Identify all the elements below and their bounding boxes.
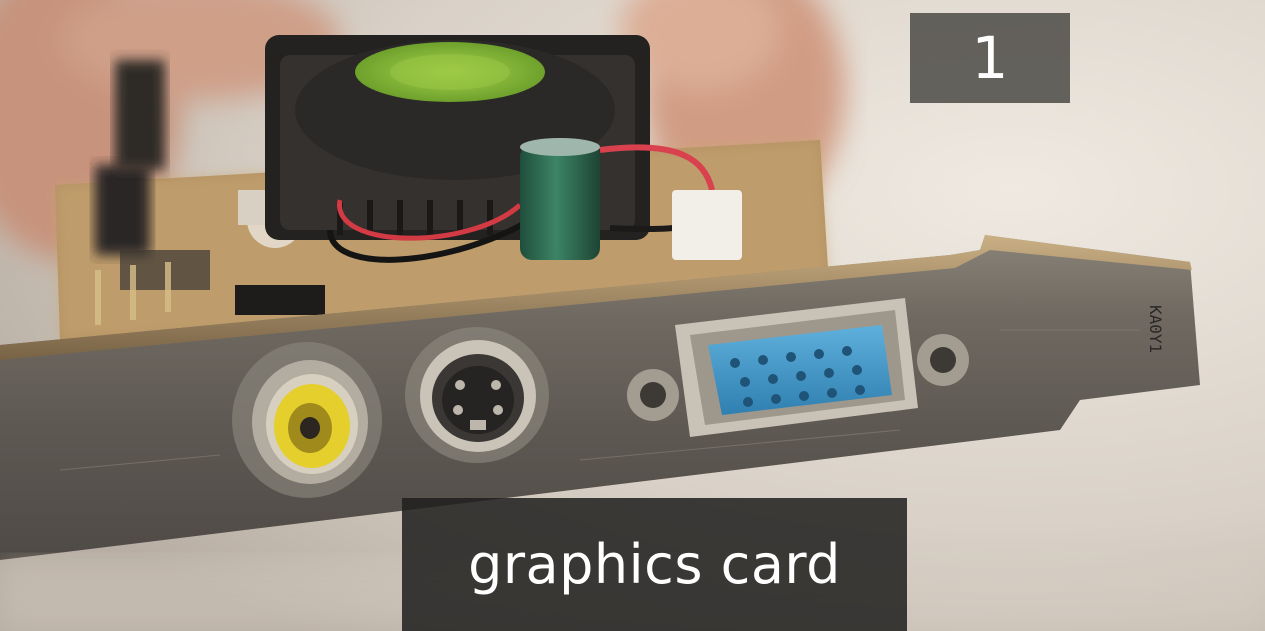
composite-rca-port <box>232 342 382 498</box>
bracket-marking: KA0Y1 <box>1146 305 1165 353</box>
s-video-port <box>405 327 549 463</box>
capacitor <box>520 138 600 260</box>
step-number-badge: 1 <box>910 13 1070 103</box>
caption-label: graphics card <box>402 498 907 631</box>
fan-connector <box>672 190 742 260</box>
vga-port <box>627 298 969 437</box>
